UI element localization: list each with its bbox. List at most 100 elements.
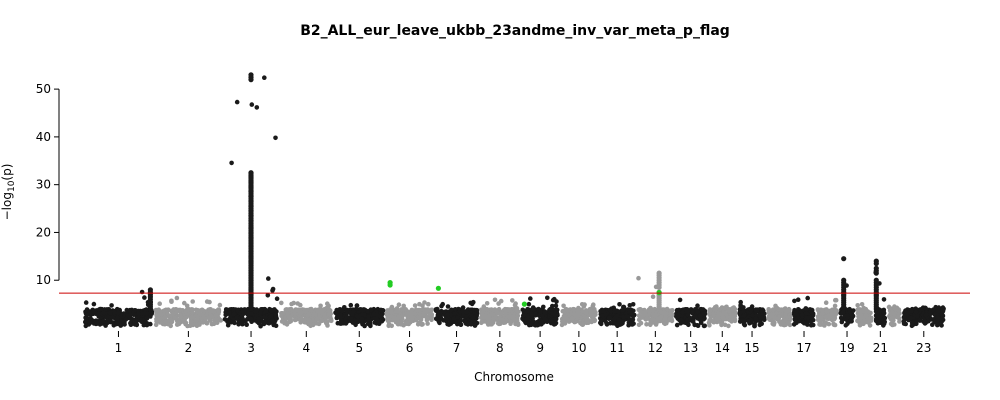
snp-point — [881, 323, 886, 328]
snp-point — [142, 295, 147, 300]
snp-point — [612, 309, 618, 314]
snp-point — [199, 316, 205, 321]
snp-point — [832, 303, 838, 309]
snp-point — [690, 309, 695, 315]
snp-point — [629, 322, 635, 327]
snp-point — [849, 313, 854, 318]
chromosome-14-points — [706, 304, 738, 329]
snp-point — [190, 299, 195, 304]
snp-point — [838, 315, 844, 321]
snp-point — [572, 319, 577, 325]
snp-point — [425, 321, 430, 326]
chromosome-15-points — [737, 299, 767, 329]
snp-point — [302, 319, 308, 325]
snp-point — [528, 296, 533, 301]
snp-point — [793, 312, 799, 317]
snp-point — [588, 310, 593, 315]
snp-point — [338, 312, 343, 318]
snp-point — [273, 311, 279, 317]
snp-point — [581, 304, 587, 309]
snp-point — [881, 297, 887, 302]
snp-point — [395, 308, 400, 314]
chromosome-23-points — [901, 304, 946, 329]
snp-point — [460, 309, 466, 314]
snp-point — [707, 307, 713, 312]
peak-chr-1 — [147, 287, 153, 312]
snp-point — [262, 319, 268, 325]
snp-point — [201, 308, 206, 314]
snp-point — [486, 319, 491, 325]
snp-point — [436, 318, 442, 324]
snp-point — [216, 308, 222, 314]
snp-point — [843, 323, 849, 328]
y-tick-label: 10 — [36, 273, 51, 287]
snp-point — [416, 315, 421, 320]
snp-point — [576, 307, 581, 313]
y-tick-label: 20 — [36, 225, 51, 239]
snp-point — [326, 312, 332, 317]
snp-point — [470, 315, 476, 321]
snp-point — [770, 307, 776, 313]
snp-point — [153, 322, 159, 328]
snp-point — [918, 307, 923, 312]
snp-point — [855, 303, 860, 308]
snp-point — [526, 301, 532, 307]
snp-point — [87, 309, 92, 315]
snp-point — [792, 307, 797, 313]
snp-point — [378, 307, 384, 313]
snp-point — [157, 301, 162, 307]
snp-point — [270, 318, 275, 324]
snp-point — [480, 309, 486, 314]
snp-point — [863, 313, 869, 318]
snp-point — [396, 302, 402, 308]
snp-point — [711, 311, 716, 317]
snp-point — [207, 307, 212, 312]
snp-point — [792, 298, 797, 304]
snp-point — [750, 313, 755, 318]
snp-point — [717, 307, 723, 312]
x-tick-label-chr-2: 2 — [185, 341, 193, 355]
snp-point — [690, 319, 696, 324]
data-points — [83, 72, 946, 329]
snp-point — [238, 318, 244, 324]
snp-point — [849, 319, 854, 324]
snp-point — [823, 300, 829, 306]
snp-point — [939, 319, 945, 324]
snp-point — [464, 310, 470, 315]
snp-point — [620, 307, 626, 313]
snp-point — [506, 307, 512, 312]
snp-point — [354, 303, 360, 308]
snp-point — [770, 321, 775, 327]
snp-point — [142, 310, 148, 316]
snp-point — [399, 307, 404, 312]
snp-point — [573, 313, 579, 318]
snp-point — [668, 311, 673, 317]
snp-point — [266, 276, 271, 281]
snp-point — [417, 307, 423, 313]
snp-point — [472, 322, 478, 328]
snp-point — [799, 312, 805, 318]
snp-point — [268, 308, 274, 313]
snp-point — [389, 304, 395, 310]
snp-point — [83, 323, 89, 329]
snp-point — [306, 321, 311, 327]
snp-point — [428, 311, 433, 317]
snp-point — [365, 308, 370, 314]
snp-point — [692, 313, 698, 319]
snp-point — [496, 321, 502, 327]
snp-point — [208, 313, 213, 318]
snp-point — [533, 323, 538, 328]
snp-point — [345, 319, 350, 324]
snp-point — [769, 312, 775, 318]
snp-point — [754, 307, 760, 313]
snp-point — [366, 317, 371, 322]
snp-point — [844, 313, 850, 318]
snp-point — [889, 309, 895, 315]
snp-point — [360, 312, 366, 317]
snp-point — [730, 313, 736, 318]
snp-point — [591, 313, 597, 319]
x-tick-label-chr-23: 23 — [916, 341, 931, 355]
snp-point — [748, 317, 754, 323]
snp-point — [783, 322, 788, 328]
snp-point — [306, 311, 311, 317]
